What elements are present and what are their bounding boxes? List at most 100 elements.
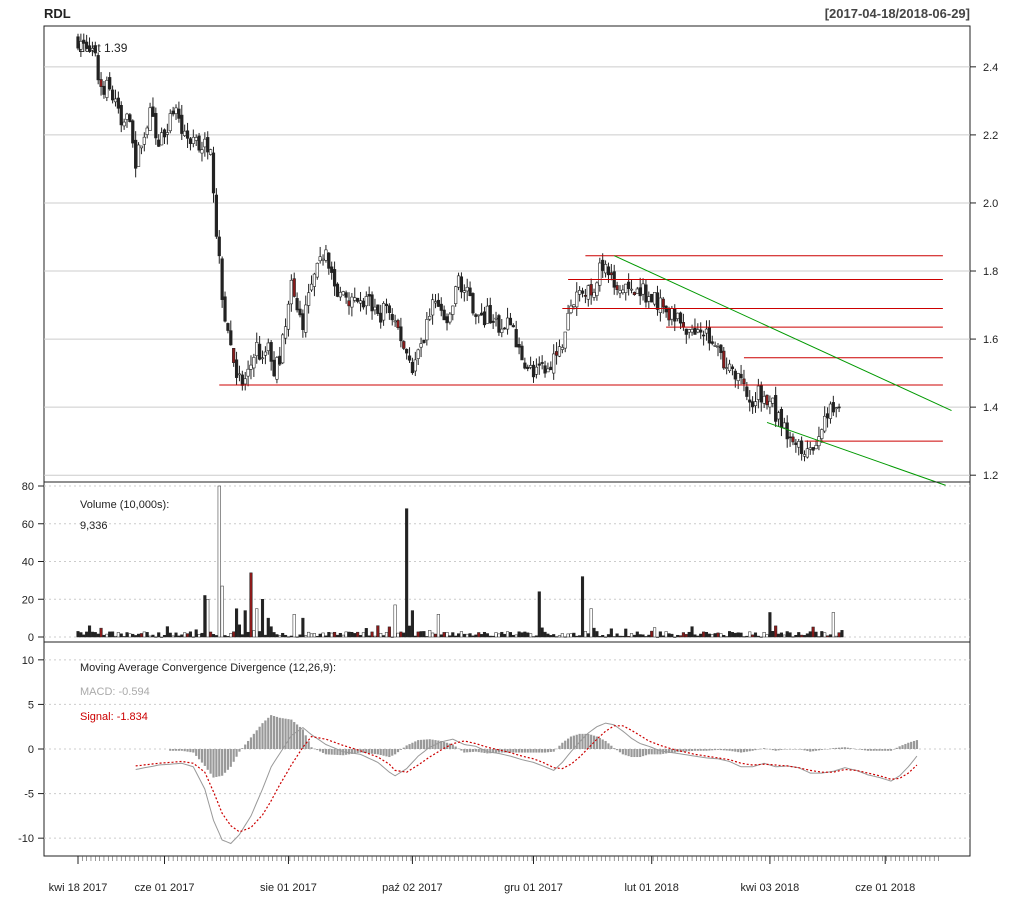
macd-histogram-bar bbox=[463, 749, 466, 753]
macd-histogram-bar bbox=[809, 749, 812, 752]
volume-bar bbox=[402, 632, 406, 638]
volume-bar bbox=[500, 631, 504, 638]
volume-bar bbox=[791, 636, 795, 638]
volume-bar bbox=[722, 635, 726, 638]
candle-body bbox=[583, 295, 587, 297]
signal-line bbox=[135, 725, 918, 833]
volume-bar bbox=[667, 633, 671, 638]
macd-histogram-bar bbox=[814, 749, 818, 751]
macd-histogram-bar bbox=[714, 749, 717, 751]
macd-histogram-bar bbox=[419, 739, 423, 749]
macd-histogram-bar bbox=[754, 749, 757, 751]
candle-body bbox=[684, 328, 688, 335]
macd-histogram-bar bbox=[517, 749, 521, 753]
macd-histogram-bar bbox=[221, 749, 224, 776]
volume-bar bbox=[831, 612, 835, 638]
volume-bar bbox=[125, 632, 129, 638]
candle-body bbox=[223, 296, 227, 322]
volume-bar bbox=[448, 635, 452, 638]
volume-bar bbox=[710, 634, 714, 638]
macd-histogram-bar bbox=[760, 748, 763, 750]
volume-bar bbox=[485, 633, 489, 638]
macd-histogram-bar bbox=[840, 747, 844, 749]
macd-histogram-bar bbox=[215, 749, 218, 777]
macd-histogram-bar bbox=[258, 726, 261, 749]
candle-body bbox=[782, 422, 786, 429]
volume-bar bbox=[837, 632, 841, 638]
volume-bar bbox=[635, 631, 639, 638]
volume-bar bbox=[200, 632, 204, 638]
macd-histogram-bar bbox=[261, 723, 264, 749]
macd-histogram-bar bbox=[895, 747, 898, 749]
candle-body bbox=[638, 287, 642, 297]
volume-bar bbox=[157, 632, 161, 638]
candle-body bbox=[451, 305, 455, 315]
candle-body bbox=[286, 303, 291, 330]
candle-body bbox=[321, 258, 325, 261]
candle-body bbox=[151, 106, 155, 117]
macd-histogram-bar bbox=[803, 749, 806, 751]
volume-bar bbox=[174, 632, 178, 638]
candle-body bbox=[295, 298, 299, 311]
candle-body bbox=[358, 300, 363, 304]
macd-histogram-bar bbox=[195, 749, 198, 756]
macd-histogram-bar bbox=[595, 736, 599, 749]
volume-bar bbox=[194, 629, 198, 638]
volume-bar bbox=[108, 631, 112, 638]
volume-bar bbox=[99, 627, 103, 638]
macd-histogram-bar bbox=[448, 743, 451, 749]
volume-bar bbox=[745, 635, 749, 638]
macd-histogram-bar bbox=[399, 749, 402, 750]
volume-bar bbox=[246, 631, 250, 638]
last-price-label: Last 1.39 bbox=[78, 41, 128, 55]
volume-bar bbox=[235, 608, 239, 638]
candle-body bbox=[785, 422, 789, 440]
volume-bar bbox=[661, 635, 665, 638]
candle-body bbox=[258, 343, 262, 360]
volume-bar bbox=[808, 631, 812, 638]
volume-bar bbox=[664, 631, 668, 638]
candle-body bbox=[110, 89, 115, 101]
candle-body bbox=[687, 329, 691, 333]
candle-body bbox=[549, 366, 553, 371]
macd-histogram-bar bbox=[333, 749, 336, 755]
macd-histogram-bar bbox=[898, 746, 901, 749]
volume-bar bbox=[820, 631, 824, 638]
candle-body bbox=[606, 266, 611, 276]
macd-histogram-bar bbox=[601, 739, 604, 749]
volume-bar bbox=[828, 634, 832, 638]
volume-bar bbox=[615, 633, 619, 638]
macd-histogram-bar bbox=[197, 749, 201, 760]
candle-body bbox=[618, 290, 622, 294]
volume-bar bbox=[644, 636, 648, 638]
price-tick-label: 2.0 bbox=[983, 198, 998, 210]
volume-bar bbox=[794, 634, 798, 638]
macd-histogram-bar bbox=[861, 749, 864, 750]
volume-bar bbox=[459, 631, 463, 638]
price-tick-label: 1.2 bbox=[983, 470, 998, 482]
candle-body bbox=[557, 346, 562, 357]
candle-body bbox=[491, 320, 495, 323]
candle-body bbox=[454, 286, 458, 304]
candle-body bbox=[673, 308, 677, 322]
candle-body bbox=[93, 45, 97, 54]
macd-histogram-bar bbox=[650, 749, 653, 755]
volume-bar bbox=[785, 631, 789, 638]
candle-body bbox=[188, 138, 193, 144]
volume-bar bbox=[379, 633, 383, 638]
candle-body bbox=[500, 328, 504, 333]
macd-histogram-bar bbox=[287, 719, 290, 749]
macd-histogram-bar bbox=[587, 733, 590, 749]
macd-histogram-bar bbox=[858, 749, 861, 750]
macd-histogram-bar bbox=[483, 749, 486, 754]
macd-histogram-bar bbox=[690, 749, 694, 752]
candle-body bbox=[243, 378, 247, 385]
volume-panel-frame bbox=[43, 481, 971, 643]
candle-body bbox=[624, 283, 628, 293]
volume-bar bbox=[304, 635, 308, 638]
macd-histogram-bar bbox=[440, 740, 443, 749]
macd-histogram-bar bbox=[512, 749, 515, 753]
volume-tick-label: 60 bbox=[22, 519, 34, 531]
volume-bar bbox=[621, 635, 625, 638]
volume-bar bbox=[162, 635, 167, 638]
